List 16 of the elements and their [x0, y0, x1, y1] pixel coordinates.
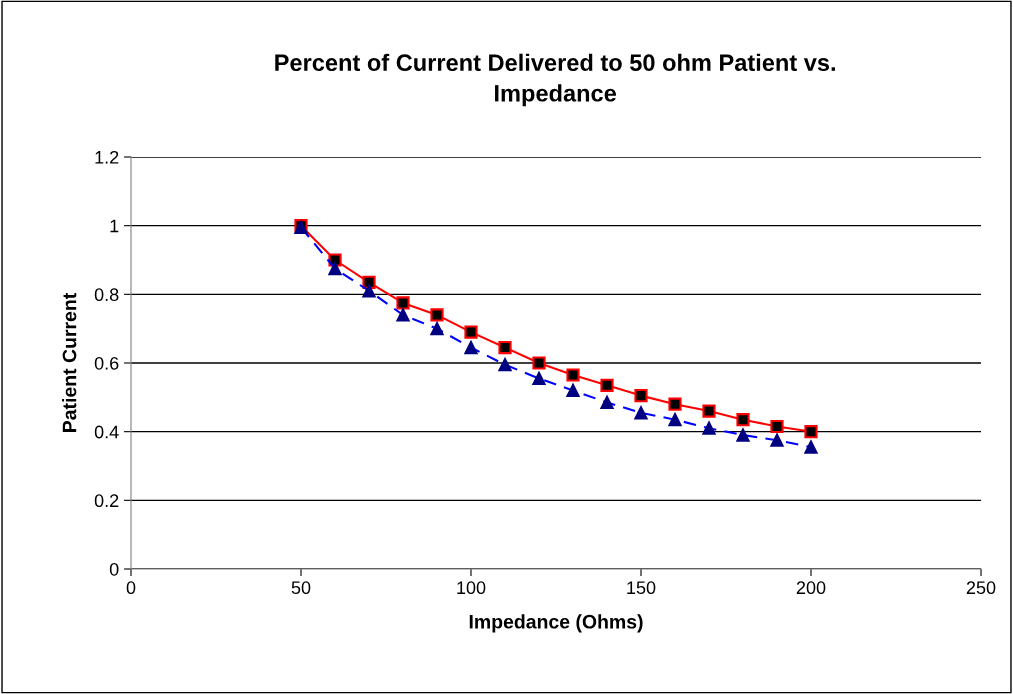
x-tick-label: 200	[796, 581, 826, 595]
x-tick-label: 0	[126, 581, 136, 595]
y-tick-label: 0.2	[94, 494, 119, 508]
y-tick-label: 0	[109, 562, 119, 576]
x-axis-title: Impedance (Ohms)	[469, 614, 643, 633]
y-axis-title: Patient Current	[62, 293, 77, 432]
x-tick-label: 50	[291, 581, 311, 595]
y-tick-label: 0.4	[94, 425, 119, 439]
y-tick-label: 1	[110, 219, 119, 233]
y-tick-label: 0.6	[94, 356, 119, 370]
x-tick-label: 250	[966, 581, 996, 595]
chart-title: Percent of Current Delivered to 50 ohm Patient vs. Impedance	[275, 53, 835, 107]
x-tick-label: 150	[627, 581, 656, 595]
y-tick-label: 1.2	[95, 150, 119, 164]
x-tick-label: 100	[457, 581, 486, 595]
y-tick-label: 0.8	[94, 288, 119, 302]
